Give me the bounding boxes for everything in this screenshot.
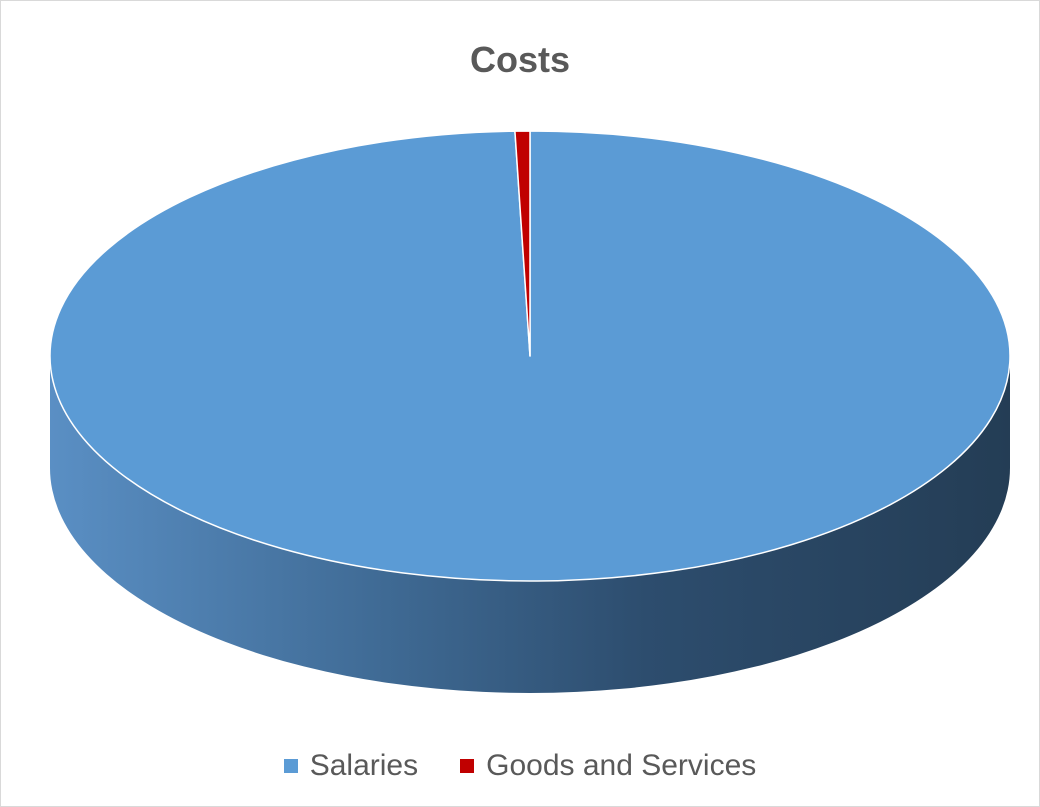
pie-slice-goods-and-services bbox=[514, 130, 531, 357]
legend-swatch-salaries bbox=[283, 759, 298, 773]
chart-legend: Salaries Goods and Services bbox=[1, 749, 1039, 783]
legend-swatch-goods-services bbox=[460, 759, 475, 773]
legend-label-goods-services: Goods and Services bbox=[486, 749, 757, 782]
legend-entry-goods-services: Goods and Services bbox=[460, 749, 756, 783]
legend-label-salaries: Salaries bbox=[309, 749, 419, 782]
chart-title: Costs bbox=[469, 39, 571, 80]
pie-side-wall bbox=[50, 356, 1010, 693]
legend-entry-salaries: Salaries bbox=[283, 749, 419, 783]
